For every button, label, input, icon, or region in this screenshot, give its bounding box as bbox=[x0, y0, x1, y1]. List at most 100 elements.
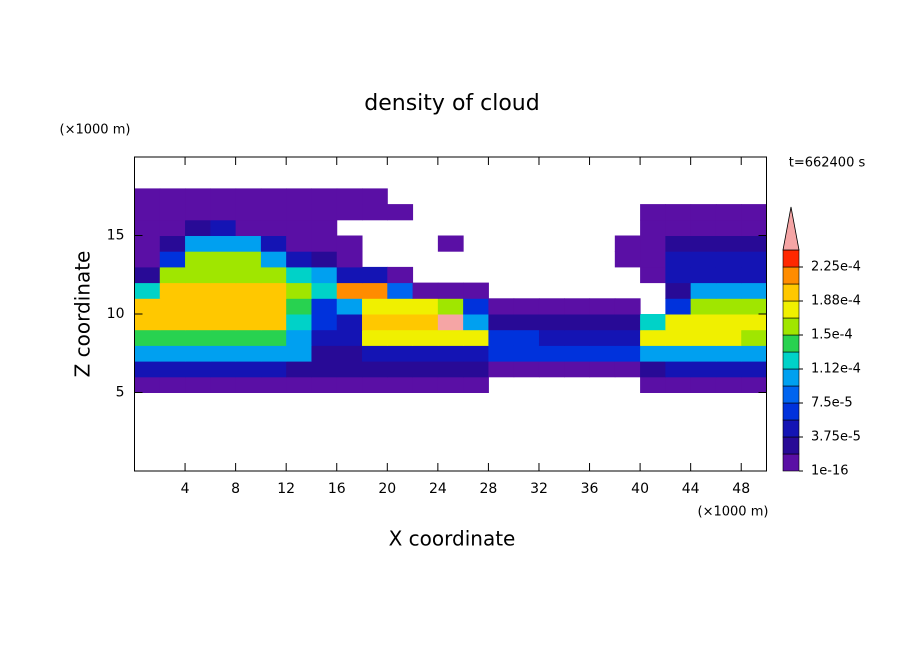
contour-cell bbox=[665, 204, 692, 221]
contour-cell bbox=[210, 266, 237, 284]
x-tick-label: 32 bbox=[530, 481, 548, 497]
contour-cell bbox=[336, 266, 363, 284]
contour-cell bbox=[134, 314, 161, 331]
contour-cell bbox=[134, 235, 161, 252]
contour-cell bbox=[589, 361, 616, 378]
contour-cell bbox=[715, 204, 742, 221]
contour-cell bbox=[564, 298, 591, 315]
contour-cell bbox=[665, 345, 692, 362]
x-tick-label: 28 bbox=[480, 481, 498, 497]
colorbar-band bbox=[782, 317, 800, 336]
contour-cell bbox=[336, 345, 363, 362]
contour-cell bbox=[640, 329, 666, 346]
contour-cell bbox=[741, 376, 767, 393]
contour-cell bbox=[741, 361, 767, 378]
contour-cell bbox=[362, 282, 388, 299]
contour-cell bbox=[741, 219, 767, 236]
colorbar-tick-label: 1.88e-4 bbox=[811, 294, 861, 309]
x-tick-label: 48 bbox=[732, 481, 750, 497]
colorbar-band bbox=[782, 402, 800, 421]
contour-cell bbox=[286, 188, 312, 205]
contour-cell bbox=[387, 266, 414, 284]
contour-cell bbox=[134, 376, 161, 393]
contour-cell bbox=[286, 314, 312, 331]
contour-cell bbox=[437, 282, 464, 299]
y-axis-title: Z coordinate bbox=[71, 251, 95, 378]
contour-cell bbox=[412, 314, 439, 331]
contour-cell bbox=[463, 329, 489, 346]
x-tick-label: 4 bbox=[181, 481, 190, 497]
contour-cell bbox=[640, 376, 666, 393]
contour-cell bbox=[715, 219, 742, 236]
contour-cell bbox=[286, 282, 312, 299]
contour-cell bbox=[513, 361, 540, 378]
contour-cell bbox=[715, 282, 742, 299]
contour-cell bbox=[665, 361, 692, 378]
contour-cell bbox=[185, 235, 211, 252]
colorbar-extension bbox=[782, 206, 800, 251]
contour-cell bbox=[665, 282, 692, 299]
contour-cell bbox=[614, 345, 641, 362]
contour-cell bbox=[134, 298, 161, 315]
x-tick-label: 8 bbox=[231, 481, 240, 497]
contour-cell bbox=[387, 376, 414, 393]
contour-cell bbox=[362, 376, 388, 393]
chart-title: density of cloud bbox=[364, 91, 539, 116]
colorbar-band bbox=[782, 300, 800, 319]
contour-cell bbox=[488, 314, 515, 331]
contour-cell bbox=[235, 282, 262, 299]
contour-cell bbox=[412, 329, 439, 346]
contour-cell bbox=[286, 345, 312, 362]
contour-cell bbox=[336, 298, 363, 315]
contour-cell bbox=[690, 361, 717, 378]
contour-cell bbox=[387, 298, 414, 315]
contour-cell bbox=[260, 376, 287, 393]
contour-cell bbox=[640, 361, 666, 378]
contour-cell bbox=[513, 314, 540, 331]
y-tick-label: 10 bbox=[107, 306, 125, 322]
contour-cell bbox=[235, 188, 262, 205]
contour-cell bbox=[159, 235, 186, 252]
contour-cell bbox=[134, 329, 161, 346]
contour-cell bbox=[210, 376, 237, 393]
contour-cell bbox=[311, 376, 338, 393]
contour-cell bbox=[210, 235, 237, 252]
contour-cell bbox=[387, 204, 414, 221]
contour-cell bbox=[665, 298, 692, 315]
contour-cell bbox=[311, 361, 338, 378]
contour-cell bbox=[134, 345, 161, 362]
contour-cell bbox=[741, 235, 767, 252]
contour-cell bbox=[286, 251, 312, 268]
x-tick-label: 40 bbox=[631, 481, 649, 497]
contour-cell bbox=[665, 235, 692, 252]
contour-cell bbox=[159, 251, 186, 268]
contour-cell bbox=[159, 298, 186, 315]
contour-cell bbox=[564, 345, 591, 362]
contour-cell bbox=[260, 188, 287, 205]
contour-cell bbox=[336, 188, 363, 205]
colorbar-tick-label: 7.5e-5 bbox=[811, 396, 853, 411]
colorbar-band bbox=[782, 334, 800, 353]
contour-cell bbox=[286, 266, 312, 284]
contour-cell bbox=[210, 219, 237, 236]
contour-cell bbox=[690, 345, 717, 362]
contour-cell bbox=[210, 361, 237, 378]
colorbar-band bbox=[782, 385, 800, 404]
contour-cell bbox=[690, 251, 717, 268]
colorbar-tick-label: 2.25e-4 bbox=[811, 260, 861, 275]
contour-cell bbox=[640, 204, 666, 221]
contour-cell bbox=[235, 345, 262, 362]
contour-cell bbox=[640, 251, 666, 268]
contour-cell bbox=[362, 345, 388, 362]
contour-cell bbox=[210, 314, 237, 331]
contour-cell bbox=[185, 266, 211, 284]
contour-cell bbox=[564, 361, 591, 378]
contour-cell bbox=[488, 298, 515, 315]
contour-cell bbox=[690, 204, 717, 221]
contour-cell bbox=[210, 345, 237, 362]
contour-cell bbox=[715, 251, 742, 268]
contour-cell bbox=[437, 376, 464, 393]
contour-cell bbox=[235, 266, 262, 284]
contour-cell bbox=[362, 266, 388, 284]
contour-cell bbox=[412, 282, 439, 299]
